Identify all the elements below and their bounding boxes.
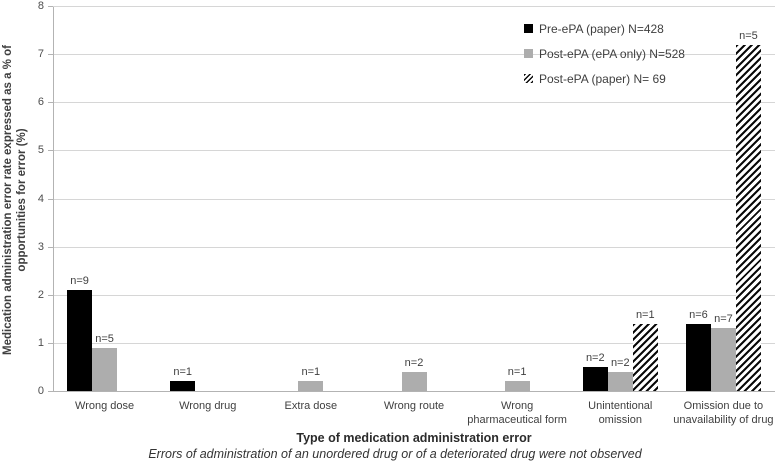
bar-post-epa-epa-only-omission-due-to-unavailability-of-drug [710,328,736,391]
x-category-label: Extra dose [284,400,338,412]
y-tick [48,6,53,7]
bar-value-label: n=5 [739,29,758,42]
y-tick-label: 4 [37,192,44,205]
bar-value-label: n=9 [70,274,89,287]
legend-item-post-epa-paper: Post-ePA (paper) N= 69 [524,66,685,91]
legend-item-pre-epa-paper: Pre-ePA (paper) N=428 [524,16,685,41]
bar-post-epa-paper-unintentional-omission [632,323,658,391]
bar-pre-epa-paper-wrong-dose [67,289,93,391]
y-tick-label: 8 [37,0,44,12]
gridline [53,150,775,152]
gridline [53,102,775,104]
bar-value-label: n=1 [173,366,193,379]
bar-post-epa-epa-only-unintentional-omission [607,371,633,391]
legend-label: Pre-ePA (paper) N=428 [539,21,664,36]
y-tick-label: 3 [37,240,44,253]
bar-value-label: n=2 [610,356,630,369]
y-axis-line [53,7,54,392]
x-category-label: Wrong route [383,400,445,412]
y-tick-label: 5 [37,144,44,157]
bar-pre-epa-paper-omission-due-to-unavailability-of-drug [685,323,711,391]
x-category-labels: Wrong dose Wrong drug Extra dose Wrong rout… [53,400,775,427]
x-axis-title: Type of medication administration error [296,431,532,445]
chart-footnote: Errors of administration of an unordered… [148,447,642,461]
x-category-label: Omission due to unavailability of drug [673,400,774,426]
bar-post-epa-epa-only-wrong-pharmaceutical-form [504,381,530,391]
bar-value-label: n=6 [689,308,708,321]
y-tick-label: 1 [37,336,44,349]
y-tick [48,246,53,248]
bar-post-epa-epa-only-wrong-route [401,371,427,391]
gridline [53,198,775,200]
y-tick [48,102,53,104]
bar-post-epa-paper-omission-due-to-unavailability-of-drug [735,44,761,391]
bar-pre-epa-paper-wrong-drug [170,381,196,391]
legend-label: Post-ePA (paper) N= 69 [539,71,666,86]
legend-swatch-post-epa-epa-only [524,49,533,58]
legend-swatch-post-epa-paper [524,74,533,83]
bar-post-epa-epa-only-extra-dose [298,381,324,391]
bar-value-label: n=7 [714,313,733,326]
x-category-label: Unintentional omission [588,400,653,426]
y-tick-label: 7 [37,48,44,61]
bar-value-label: n=1 [301,366,321,379]
bar-value-label: n=5 [95,332,114,345]
gridline [53,6,775,7]
y-tick [48,342,53,344]
legend-item-post-epa-epa-only: Post-ePA (ePA only) N=528 [524,41,685,66]
y-tick [48,294,53,296]
gridline [53,246,775,248]
y-tick [48,391,53,392]
y-tick-label: 6 [37,96,44,109]
bar-value-label: n=2 [404,356,424,369]
y-tick-label: 0 [37,385,44,397]
x-category-label: Wrong dose [75,400,135,412]
legend-label: Post-ePA (ePA only) N=528 [539,46,685,61]
bar-pre-epa-paper-unintentional-omission [582,366,608,391]
y-tick [48,150,53,152]
gridline [53,294,775,296]
x-category-label: Wrong drug [179,400,237,412]
y-tick-label: 2 [37,288,44,301]
gridline [53,54,775,56]
gridline [53,342,775,344]
bar-value-label: n=1 [507,366,527,379]
bar-value-label: n=2 [585,351,605,364]
y-tick [48,198,53,200]
x-axis-line [53,391,775,392]
x-category-label: Wrong pharmaceutical form [467,400,567,426]
plot-area: 0 1 2 3 4 5 6 7 8 n=9 n=1 n=2 n=6 n=5 n=1 n=2 n=1 n=2 n=7 n… [38,0,775,397]
legend: Pre-ePA (paper) N=428 Post-ePA (ePA only)… [524,16,685,91]
legend-swatch-pre-epa-paper [524,24,533,33]
y-tick [48,54,53,56]
bar-value-label: n=1 [635,308,655,321]
bar-post-epa-epa-only-wrong-dose [92,347,118,391]
